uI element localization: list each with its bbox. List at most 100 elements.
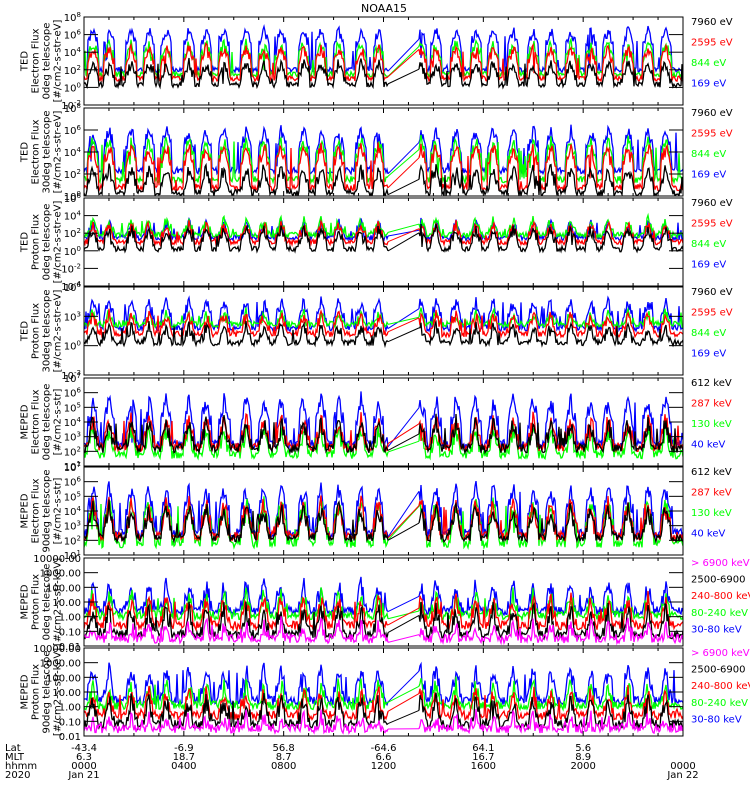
series-7960-ev [84,223,683,254]
series-2500-6900 [84,692,683,732]
panel-data [84,480,683,551]
y-label-line: [#/cm2-s-str-eV] [53,201,64,284]
gap-connector [387,685,420,703]
legend-entry: 844 eV [691,149,726,160]
y-tick-label: 102 [64,445,81,458]
gap-connector [387,38,420,72]
gap-connector [387,223,420,233]
series-2595-ev [84,308,683,339]
y-label-line: [#/cm2-s-str-eV] [53,20,64,103]
y-tick-label: 103 [64,520,81,533]
x-tick-label: 8.7 [276,752,292,763]
series-169-ev [84,124,683,177]
y-tick-label: 101 [64,549,81,562]
gap-connector [387,232,420,252]
y-axis-label: MEPED Proton Flux 90deg telescope [#/cm2-s-… [20,648,64,736]
series-169-ev [84,23,683,75]
y-tick-label: 105 [64,490,81,503]
y-tick-label: 101 [64,460,81,473]
legend-entry: 240-800 keV [691,591,750,602]
y-label-line: 0deg telescope [42,23,53,100]
legend-entry: 130 keV [691,419,732,430]
y-label-line: TED [20,142,31,163]
legend-entry: 844 eV [691,328,726,339]
legend-entry: 612 keV [691,378,732,389]
y-tick-label: 0.10 [59,627,81,638]
gap-connector [387,505,420,539]
x-tick-label: 0000 [71,761,96,772]
x-tick-label: 18.7 [173,752,195,763]
series--6900-kev [84,616,683,646]
x-row-label: hhmm [5,761,37,772]
panel-data [84,23,683,90]
x-tick-label: 6.3 [76,752,92,763]
legend-entry: 169 eV [691,259,726,270]
y-tick-label: 0.10 [59,717,81,728]
gap-connector [387,670,420,703]
y-label-line: Electron Flux [31,478,42,543]
y-tick-label: 102 [64,534,81,547]
legend-entry: 2595 eV [691,128,733,139]
y-label-line: 90deg telescope [42,650,53,733]
y-tick-label: 10000.00 [33,644,81,655]
x-tick-label: 64.1 [472,743,494,754]
gap-connector [387,614,420,634]
y-label-line: 0deg telescope [42,564,53,641]
gap-connector [387,308,420,330]
series-7960-ev [84,319,683,349]
gap-connector [387,607,420,626]
legend-entry: 2500-6900 [691,575,746,586]
y-tick-label: 100 [64,190,81,203]
y-label-line: [#/cm2-s-str] [53,477,64,544]
y-label-line: Proton Flux [31,214,42,270]
gap-connector [387,142,420,175]
y-tick-label: 106 [64,192,82,205]
legend-entry: 80-240 keV [691,698,748,709]
series-7960-ev [84,57,683,90]
x-row-label: 2020 [5,770,30,781]
y-label-line: [#/cm2-s-str-eV] [53,111,64,194]
series-2500-6900 [84,601,683,641]
y-tick-label: 102 [64,168,81,181]
y-tick-label: 106 [64,476,82,489]
y-tick-label: 1.00 [59,703,81,714]
y-tick-label: 0.01 [59,732,81,743]
legend-entry: 7960 eV [691,287,733,298]
panel-7: 10000.001000.00100.0010.001.000.100.01ME… [20,554,750,653]
legend-entry: 40 keV [691,439,725,450]
legend-entry: 612 keV [691,467,732,478]
y-axis-label: MEPED Proton Flux 0deg telescope [#/cm2-s-s… [20,558,64,646]
y-axis-label: TED Electron Flux 30deg telescope [#/cm2-s-… [20,110,64,193]
y-tick-label: 105 [64,401,81,414]
y-tick-label: 100.00 [46,583,81,594]
y-label-line: 90deg telescope [42,469,53,552]
gap-connector [387,505,420,541]
x-tick-label: Jan 21 [67,770,99,781]
y-tick-label: 107 [64,372,81,385]
gap-connector [387,634,420,643]
gap-connector [387,327,420,343]
y-label-line: TED [20,321,31,342]
y-tick-label: 100 [64,340,81,353]
y-tick-label: 104 [64,505,82,518]
y-label-line: [#/cm2-s-str-eV] [53,290,64,373]
x-tick-label: 5.6 [575,743,591,754]
y-tick-label: 10000.00 [33,554,81,565]
gap-connector [387,522,420,541]
gap-connector [387,228,420,243]
y-label-line: 0deg telescope [42,384,53,461]
x-tick-label: 8.9 [575,752,591,763]
y-tick-label: 10-3 [61,369,81,382]
y-tick-label: 108 [64,102,81,115]
panel-data [84,212,683,254]
y-tick-label: 106 [64,281,82,294]
y-axis-label: MEPED Electron Flux 0deg telescope [#/cm2-s… [20,384,64,461]
y-tick-label: 102 [64,64,81,77]
y-axis-label: MEPED Electron Flux 90deg telescope [#/cm2-… [20,469,64,552]
gap-connector [387,149,420,177]
legend-entry: 2500-6900 [691,665,746,676]
